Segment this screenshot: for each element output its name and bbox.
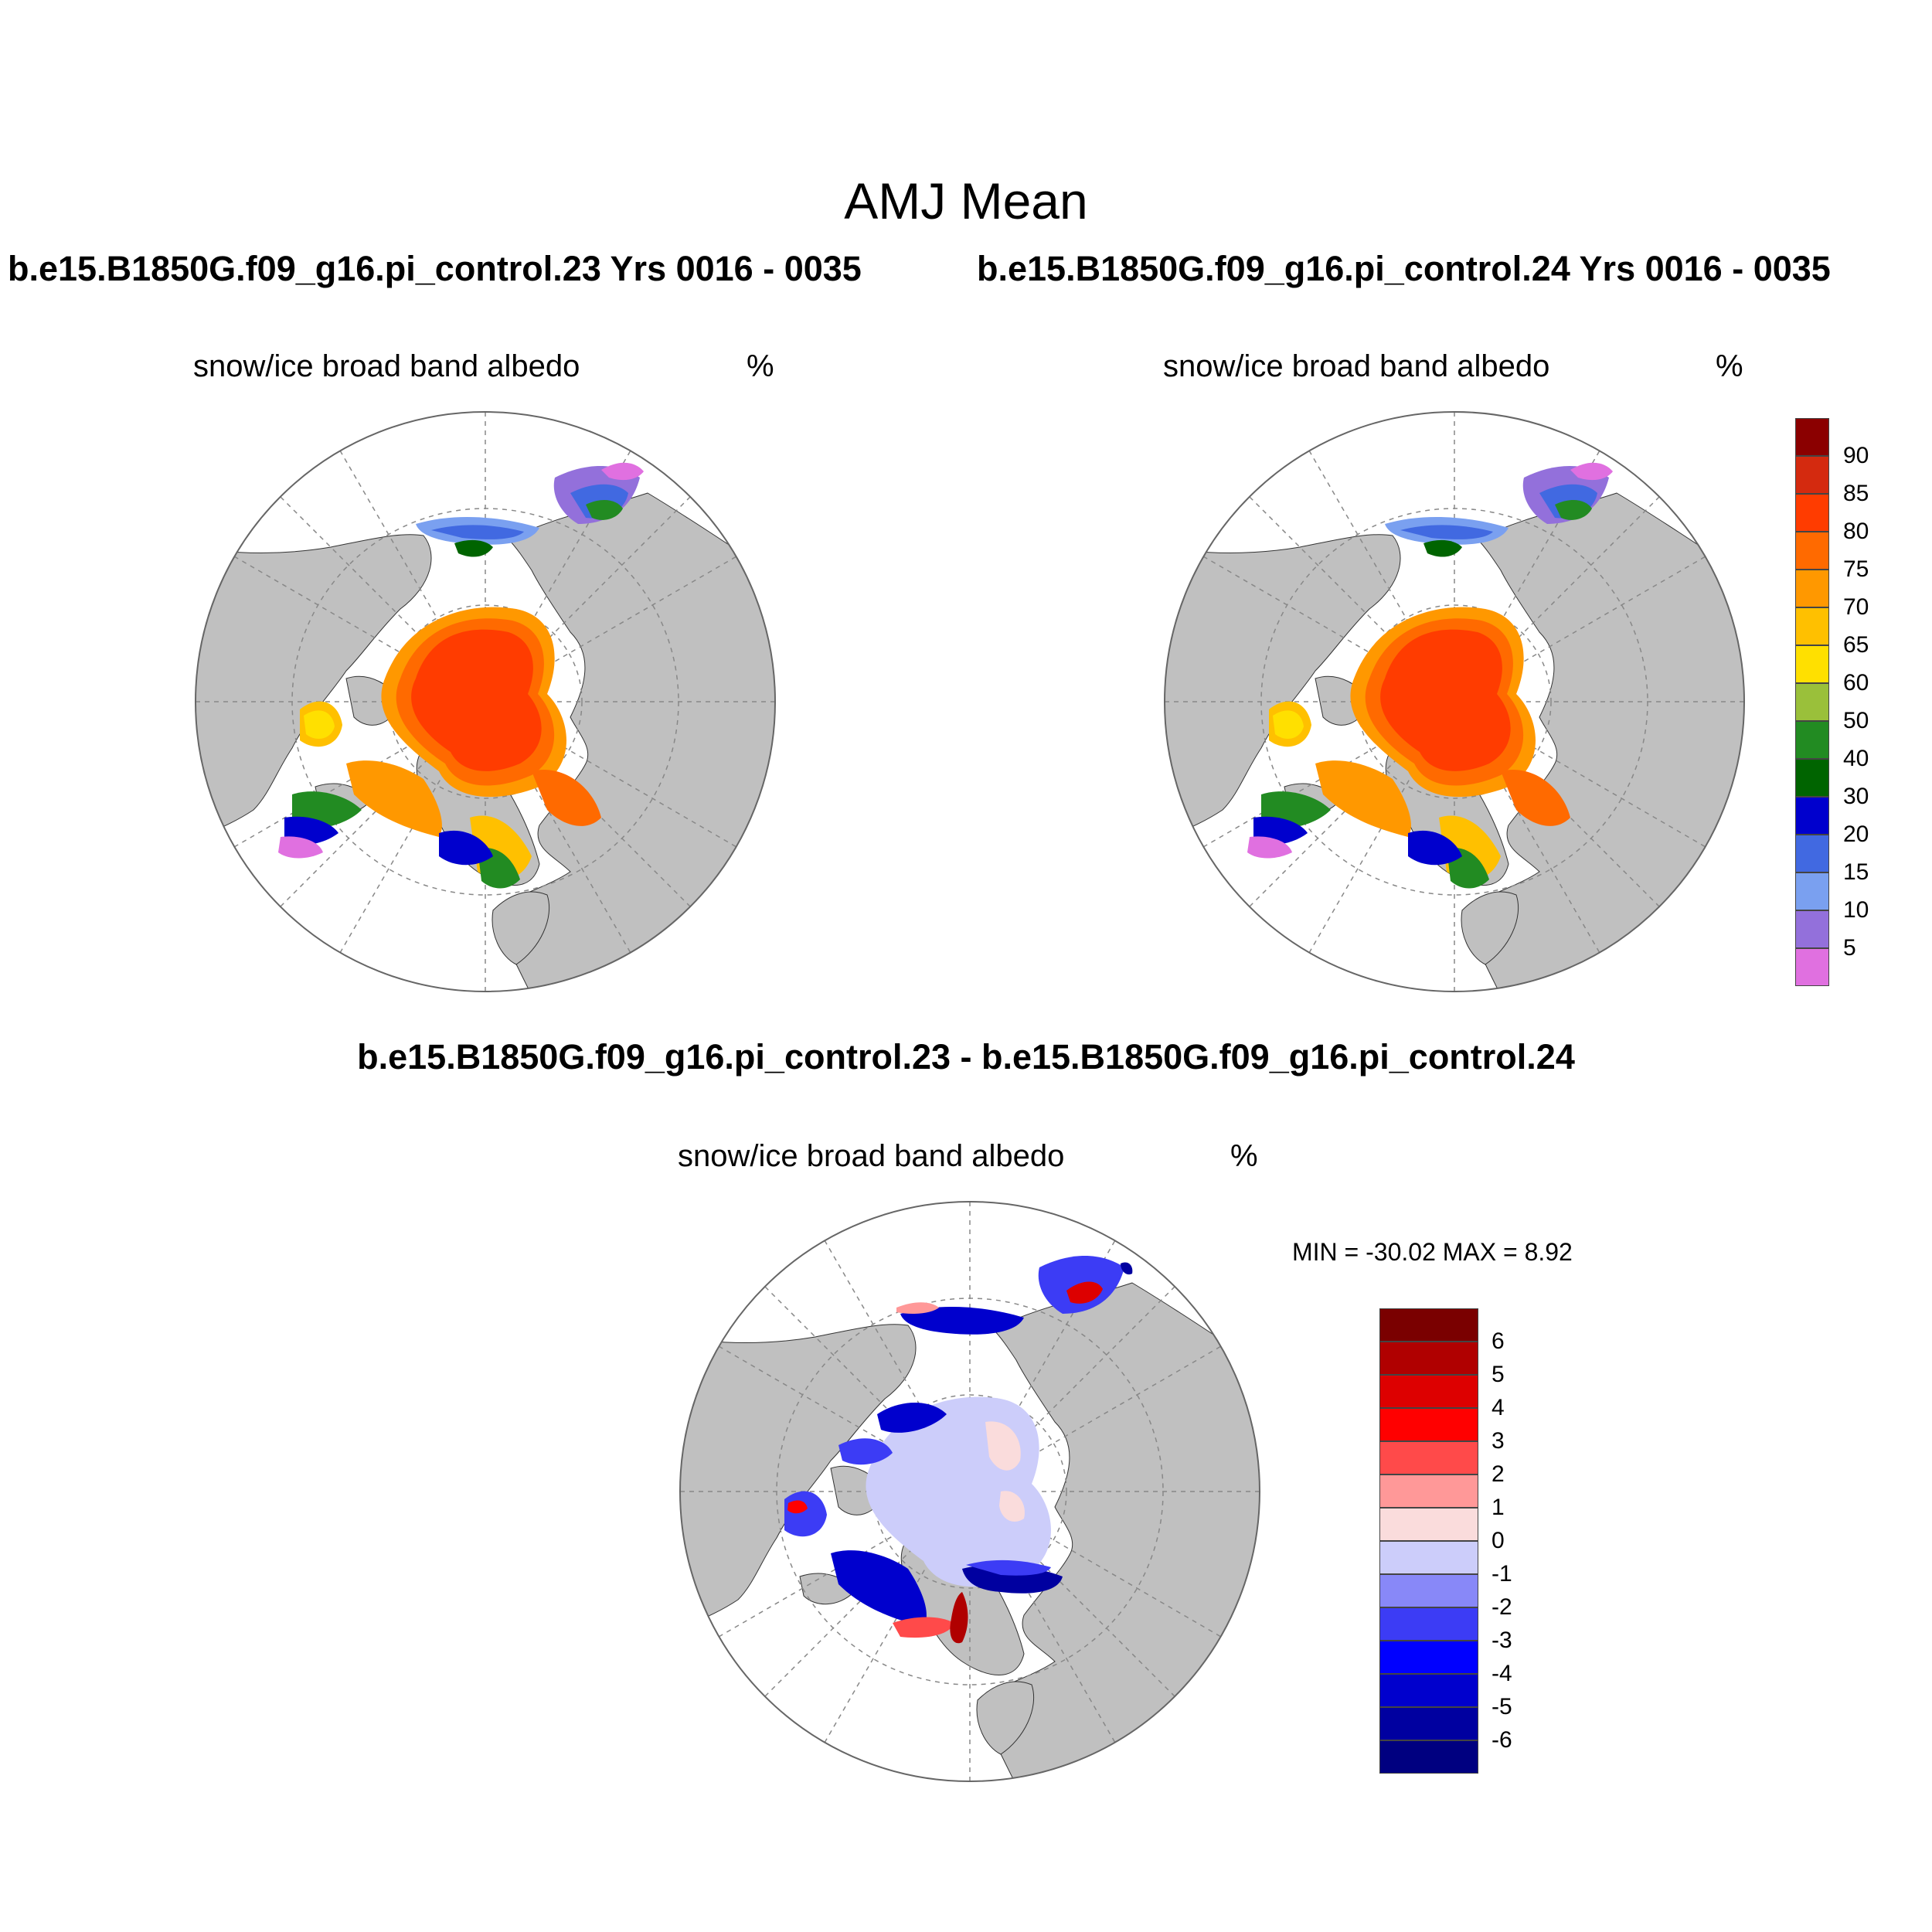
main-title: AMJ Mean	[844, 172, 1088, 230]
albedo-difference-map	[679, 1201, 1260, 1782]
diff-colorbar-swatch	[1379, 1408, 1478, 1441]
diff-colorbar-tick-label: 5	[1492, 1362, 1505, 1387]
albedo-colorbar-tick-label: 30	[1843, 784, 1869, 809]
albedo-colorbar-tick-label: 40	[1843, 746, 1869, 771]
units-label-diff: %	[1230, 1139, 1258, 1173]
case-title-right: b.e15.B1850G.f09_g16.pi_control.24 Yrs 0…	[977, 249, 1831, 288]
albedo-colorbar-tick-label: 15	[1843, 859, 1869, 885]
albedo-colorbar-tick-label: 80	[1843, 519, 1869, 544]
diff-colorbar-swatch	[1379, 1508, 1478, 1541]
variable-label-right: snow/ice broad band albedo	[1163, 349, 1550, 383]
diff-colorbar-tick-label: -5	[1492, 1694, 1512, 1719]
diff-colorbar-tick-label: -4	[1492, 1661, 1512, 1686]
diff-colorbar-swatch	[1379, 1541, 1478, 1574]
albedo-colorbar-swatch	[1795, 645, 1829, 683]
variable-label-diff: snow/ice broad band albedo	[678, 1139, 1065, 1173]
diff-colorbar-swatch	[1379, 1707, 1478, 1740]
albedo-colorbar-tick-label: 60	[1843, 670, 1869, 696]
diff-colorbar-tick-label: -6	[1492, 1727, 1512, 1753]
diff-colorbar-swatch	[1379, 1342, 1478, 1375]
albedo-colorbar-tick-label: 20	[1843, 821, 1869, 847]
albedo-colorbar-swatch	[1795, 456, 1829, 494]
albedo-colorbar-tick-label: 65	[1843, 632, 1869, 658]
albedo-colorbar-swatch	[1795, 418, 1829, 456]
albedo-colorbar-swatch	[1795, 948, 1829, 986]
albedo-colorbar-tick-label: 75	[1843, 556, 1869, 582]
diff-colorbar-tick-label: 2	[1492, 1461, 1505, 1487]
diff-colorbar-swatch	[1379, 1441, 1478, 1475]
albedo-colorbar-swatch	[1795, 759, 1829, 797]
diff-colorbar-swatch	[1379, 1574, 1478, 1607]
variable-label-left: snow/ice broad band albedo	[193, 349, 580, 383]
albedo-colorbar-swatch	[1795, 607, 1829, 645]
albedo-colorbar-swatch	[1795, 494, 1829, 532]
diff-colorbar-tick-label: 4	[1492, 1395, 1505, 1420]
diff-colorbar-swatch	[1379, 1475, 1478, 1508]
albedo-colorbar-swatch	[1795, 570, 1829, 607]
albedo-colorbar-swatch	[1795, 532, 1829, 570]
albedo-colorbar-swatch	[1795, 835, 1829, 872]
albedo-colorbar-tick-label: 10	[1843, 897, 1869, 923]
albedo-colorbar-swatch	[1795, 797, 1829, 835]
albedo-colorbar-tick-label: 85	[1843, 481, 1869, 506]
diff-colorbar-swatch	[1379, 1308, 1478, 1342]
albedo-colorbar-tick-label: 70	[1843, 594, 1869, 620]
diff-colorbar-tick-label: -1	[1492, 1561, 1512, 1587]
diff-colorbar-swatch	[1379, 1375, 1478, 1408]
diff-colorbar-tick-label: 1	[1492, 1495, 1505, 1520]
albedo-colorbar-swatch	[1795, 872, 1829, 910]
case-title-left: b.e15.B1850G.f09_g16.pi_control.23 Yrs 0…	[8, 249, 862, 288]
diff-colorbar-swatch	[1379, 1674, 1478, 1707]
albedo-colorbar-swatch	[1795, 683, 1829, 721]
diff-colorbar-tick-label: 3	[1492, 1428, 1505, 1454]
diff-colorbar-tick-label: 6	[1492, 1328, 1505, 1354]
albedo-colorbar-tick-label: 5	[1843, 935, 1856, 961]
units-label-right: %	[1716, 349, 1743, 383]
diff-colorbar-tick-label: 0	[1492, 1528, 1505, 1553]
diff-colorbar-swatch	[1379, 1641, 1478, 1674]
albedo-colorbar-swatch	[1795, 910, 1829, 948]
diff-colorbar-tick-label: -3	[1492, 1628, 1512, 1653]
albedo-colorbar-tick-label: 50	[1843, 708, 1869, 733]
diff-colorbar-swatch	[1379, 1740, 1478, 1774]
diff-colorbar-swatch	[1379, 1607, 1478, 1641]
albedo-colorbar-tick-label: 90	[1843, 443, 1869, 468]
albedo-colorbar-swatch	[1795, 721, 1829, 759]
albedo-map-case-23	[195, 411, 776, 992]
difference-title: b.e15.B1850G.f09_g16.pi_control.23 - b.e…	[357, 1037, 1575, 1077]
units-label-left: %	[747, 349, 774, 383]
diff-colorbar-tick-label: -2	[1492, 1594, 1512, 1620]
albedo-map-case-24	[1164, 411, 1745, 992]
min-max-label: MIN = -30.02 MAX = 8.92	[1292, 1238, 1573, 1266]
